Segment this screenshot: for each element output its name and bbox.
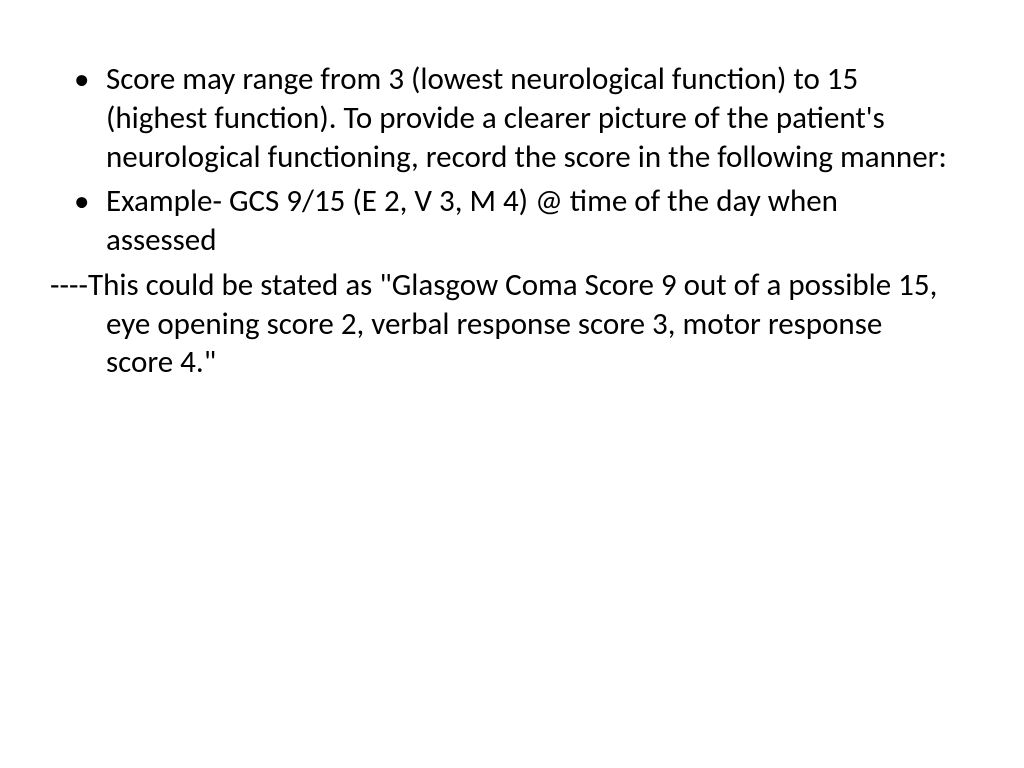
bullet-text: Example- GCS 9/15 (E 2, V 3, M 4) @ time…: [106, 182, 838, 259]
followup-paragraph: ----This could be stated as "Glasgow Com…: [50, 266, 954, 382]
followup-text: ----This could be stated as "Glasgow Com…: [50, 266, 954, 382]
bullet-item: Example- GCS 9/15 (E 2, V 3, M 4) @ time…: [50, 182, 954, 260]
bullet-item: Score may range from 3 (lowest neurologi…: [50, 60, 954, 176]
bullet-text: Score may range from 3 (lowest neurologi…: [106, 60, 947, 176]
bullet-list: Score may range from 3 (lowest neurologi…: [50, 60, 954, 260]
slide-content: Score may range from 3 (lowest neurologi…: [50, 60, 954, 382]
